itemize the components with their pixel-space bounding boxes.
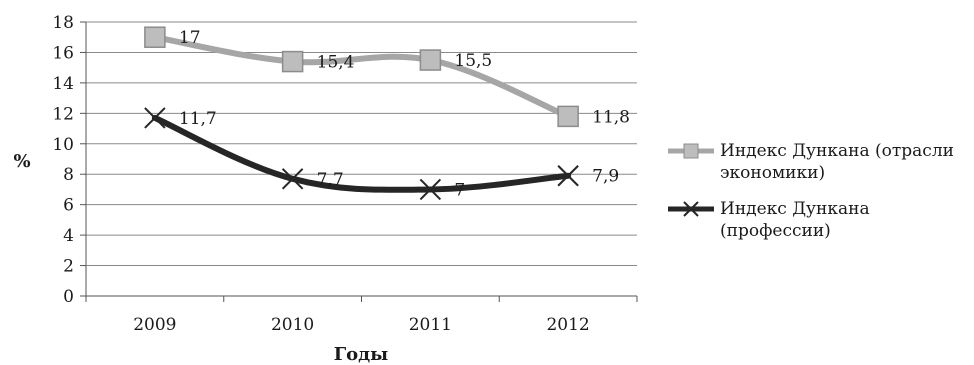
- axes: [80, 21, 638, 302]
- data-label: 17: [179, 28, 201, 48]
- data-label: 15,4: [317, 53, 355, 73]
- data-point-square: [281, 50, 304, 73]
- data-point-square: [144, 26, 166, 48]
- y-axis-title: %: [13, 151, 30, 172]
- square-marker-icon: [668, 143, 714, 159]
- y-tick-label: 0: [63, 287, 74, 307]
- y-tick-label: 2: [63, 257, 74, 277]
- x-axis-title: Годы: [334, 344, 388, 365]
- legend-label-line-1: Индекс Дункана: [720, 199, 870, 219]
- data-point-square: [557, 105, 579, 128]
- x-marker-stroke: [419, 178, 442, 201]
- data-label: 7,9: [592, 167, 619, 187]
- y-tick-labels: 0 2 4 6 8 10 12 14 16 18: [52, 13, 74, 307]
- x-tick-label: 2011: [409, 315, 452, 335]
- x-tick-label: 2010: [271, 315, 314, 335]
- x-marker-stroke: [557, 165, 579, 187]
- legend-label-line-1: Индекс Дункана (отрасли: [720, 141, 954, 161]
- legend-item-economy: Индекс Дункана (отрасли экономики): [666, 140, 966, 184]
- y-tick-label: 6: [63, 196, 74, 216]
- data-label: 11,8: [592, 107, 630, 127]
- x-tick-label: 2012: [546, 315, 589, 335]
- y-tick-label: 16: [52, 43, 74, 63]
- series-group: [144, 26, 579, 201]
- data-label: 11,7: [179, 109, 217, 129]
- series-line: [151, 34, 572, 120]
- x-marker-stroke: [281, 168, 304, 190]
- x-tick-labels: 2009 2010 2011 2012: [133, 315, 590, 335]
- data-point-square: [419, 49, 442, 71]
- y-tick-label: 8: [63, 165, 74, 185]
- legend-label-line-2: (профессии): [720, 221, 831, 241]
- x-tick-label: 2009: [133, 315, 176, 335]
- x-marker-stroke: [144, 107, 166, 129]
- series-line: [151, 114, 572, 193]
- data-point-x: [281, 168, 304, 190]
- data-labels: 17 15,4 15,5 11,8 11,7 7,7 7 7,9: [179, 28, 630, 200]
- data-point-x: [144, 107, 166, 129]
- y-tick-label: 4: [63, 226, 74, 246]
- data-label: 15,5: [454, 51, 492, 71]
- x-marker-icon: [668, 201, 714, 217]
- data-label: 7,7: [317, 170, 344, 190]
- data-point-x: [419, 178, 442, 201]
- data-label: 7: [454, 180, 465, 200]
- gridlines: [86, 21, 637, 267]
- legend: Индекс Дункана (отрасли экономики) Индек…: [666, 140, 966, 256]
- legend-item-professions: Индекс Дункана (профессии): [666, 198, 966, 242]
- y-tick-label: 12: [52, 104, 74, 124]
- y-tick-label: 18: [52, 13, 74, 33]
- y-tick-label: 14: [52, 74, 74, 94]
- y-tick-label: 10: [52, 135, 74, 155]
- data-point-x: [557, 165, 579, 187]
- legend-label-line-2: экономики): [720, 163, 826, 183]
